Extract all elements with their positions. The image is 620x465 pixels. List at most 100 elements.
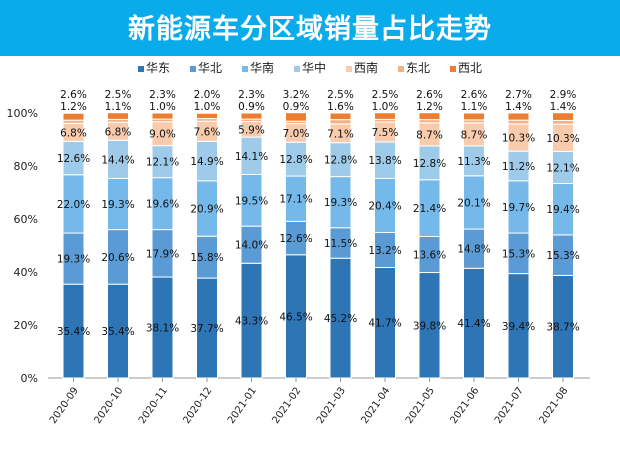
data-label: 37.7%	[190, 323, 223, 335]
data-label: 12.8%	[413, 158, 446, 170]
legend-swatch	[137, 65, 144, 72]
data-label: 15.8%	[190, 252, 223, 264]
legend-label: 西北	[458, 61, 483, 75]
data-label: 19.7%	[502, 202, 535, 214]
data-label: 2.5%	[105, 89, 132, 101]
data-label: 0.9%	[283, 101, 310, 113]
data-label: 3.2%	[283, 89, 310, 101]
data-label: 1.1%	[461, 101, 488, 113]
data-label: 12.8%	[324, 155, 357, 167]
data-label: 2.3%	[238, 89, 265, 101]
x-tick-label: 2021-03	[315, 385, 348, 426]
data-label: 2.5%	[372, 89, 399, 101]
data-label: 38.1%	[146, 323, 179, 335]
legend: 华东 华北 华南 华中 西南 东北 西北	[0, 60, 620, 76]
data-label: 11.3%	[457, 156, 490, 168]
bar-segment	[507, 119, 530, 125]
legend-swatch	[398, 65, 405, 72]
x-tick-label: 2020-10	[92, 385, 125, 426]
data-label: 15.3%	[546, 250, 579, 262]
data-label: 35.4%	[101, 326, 134, 338]
data-label: 9.0%	[149, 129, 176, 141]
bar-segment	[374, 112, 396, 120]
legend-item: 西南	[346, 60, 378, 76]
data-label: 12.8%	[279, 154, 312, 166]
data-label: 14.1%	[235, 151, 268, 163]
chart-title: 新能源车分区域销量占比走势	[0, 0, 620, 56]
data-label: 5.9%	[238, 124, 265, 136]
legend-item: 华东	[137, 60, 170, 76]
data-label: 39.8%	[413, 320, 446, 332]
legend-item: 华南	[241, 60, 274, 76]
x-tick-label: 2021-02	[270, 385, 303, 426]
data-label: 7.0%	[283, 128, 310, 140]
bar-segment	[418, 112, 441, 121]
bar-segment	[285, 112, 307, 122]
data-label: 13.8%	[368, 155, 401, 167]
data-label: 1.0%	[372, 101, 399, 113]
bar-segment	[151, 112, 174, 120]
data-label: 12.6%	[279, 233, 312, 245]
data-label: 20.4%	[368, 200, 401, 212]
data-label: 0.9%	[238, 101, 265, 113]
bar-segment	[196, 112, 218, 120]
data-label: 12.6%	[57, 153, 90, 165]
legend-swatch	[189, 65, 196, 72]
data-label: 14.9%	[190, 156, 223, 168]
bar-segment	[507, 112, 530, 121]
data-label: 1.2%	[416, 101, 443, 113]
bar-segment	[62, 112, 85, 121]
data-label: 20.9%	[190, 204, 223, 216]
data-label: 13.2%	[368, 245, 401, 257]
data-label: 35.4%	[57, 326, 90, 338]
data-label: 1.0%	[194, 101, 221, 113]
data-label: 11.5%	[324, 238, 357, 250]
data-label: 14.4%	[101, 154, 134, 166]
x-tick-label: 2021-01	[226, 385, 259, 426]
legend-swatch	[241, 65, 248, 72]
legend-swatch	[346, 65, 352, 72]
data-label: 41.4%	[457, 318, 490, 330]
legend-label: 东北	[406, 61, 431, 75]
data-label: 20.1%	[457, 197, 490, 209]
data-label: 8.7%	[461, 129, 488, 141]
data-label: 39.4%	[502, 321, 535, 333]
data-label: 2.3%	[149, 89, 176, 101]
x-tick-label: 2020-09	[48, 385, 81, 426]
bar-segment	[552, 112, 574, 121]
data-label: 2.5%	[327, 89, 354, 101]
data-label: 2.6%	[461, 89, 488, 101]
data-label: 15.3%	[502, 248, 535, 260]
data-label: 14.0%	[235, 240, 268, 252]
data-label: 6.8%	[60, 127, 87, 139]
x-tick-label: 2020-11	[137, 385, 170, 426]
legend-label: 西南	[354, 61, 379, 75]
data-label: 2.0%	[194, 89, 221, 101]
data-label: 1.4%	[550, 101, 577, 113]
data-label: 19.6%	[146, 199, 179, 211]
data-label: 17.9%	[146, 248, 179, 260]
data-label: 10.3%	[502, 133, 535, 145]
x-tick-label: 2021-05	[404, 385, 437, 426]
y-tick-label: 40%	[14, 266, 38, 279]
legend-label: 华东	[145, 61, 170, 75]
legend-label: 华北	[197, 61, 222, 75]
data-label: 11.2%	[502, 161, 535, 173]
data-label: 19.3%	[57, 254, 90, 266]
data-label: 1.1%	[105, 101, 132, 113]
data-label: 8.7%	[416, 129, 443, 141]
legend-item: 华北	[189, 60, 222, 76]
legend-label: 华中	[301, 61, 326, 75]
bar-segment	[240, 112, 263, 120]
data-label: 7.5%	[372, 127, 399, 139]
data-label: 7.1%	[327, 128, 354, 140]
x-tick-label: 2021-06	[448, 385, 481, 426]
bar-segment	[463, 112, 485, 121]
data-label: 2.9%	[550, 89, 577, 101]
data-label: 21.4%	[413, 203, 446, 215]
legend-swatch	[293, 65, 300, 72]
data-label: 12.1%	[546, 162, 579, 174]
data-label: 38.7%	[546, 322, 579, 334]
data-label: 1.6%	[327, 101, 354, 113]
data-label: 43.3%	[235, 316, 268, 328]
